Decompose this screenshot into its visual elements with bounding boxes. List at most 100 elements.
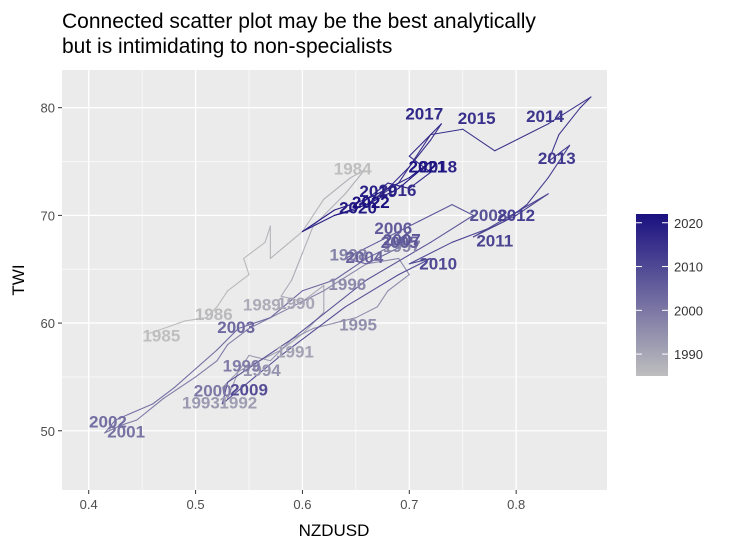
path-segment: [344, 241, 378, 260]
path-segment: [301, 279, 336, 292]
path-segment: [280, 290, 325, 313]
path-segment: [248, 354, 271, 362]
path-segment: [472, 193, 549, 238]
path-segment: [408, 171, 432, 190]
path-segment: [280, 306, 346, 356]
year-label: 2015: [458, 109, 496, 128]
year-label: 2010: [419, 254, 457, 273]
path-segment: [547, 96, 592, 125]
year-label: 1990: [277, 294, 315, 313]
year-label: 1986: [195, 305, 233, 324]
year-label: 2003: [217, 318, 255, 337]
year-label: 1984: [334, 160, 372, 179]
legend-tick-label: 2020: [674, 216, 703, 231]
path-segment: [114, 403, 154, 421]
x-axis-ticks: 0.4 0.5 0.6 0.7 0.8: [80, 490, 525, 512]
path-segment: [104, 424, 122, 434]
path-segment: [237, 354, 250, 373]
path-segment: [494, 123, 549, 152]
year-label: 2018: [419, 157, 457, 176]
path-segment: [462, 128, 496, 152]
x-tick-label: 0.8: [507, 497, 525, 512]
path-segment: [152, 387, 175, 405]
path-segment: [398, 134, 432, 184]
path-segment: [408, 155, 432, 173]
path-segment: [526, 177, 549, 206]
path-segment: [216, 327, 239, 351]
path-segment: [366, 257, 400, 265]
path-segment: [291, 327, 314, 340]
path-segment: [398, 257, 432, 276]
path-segment: [205, 306, 218, 319]
path-segment: [366, 247, 389, 260]
path-segment: [366, 247, 400, 265]
path-segment: [221, 370, 239, 389]
color-legend-ticks: 1990 2000 2010 2020: [636, 216, 703, 362]
path-segment: [146, 327, 165, 335]
path-segment: [323, 177, 352, 200]
year-label: 1996: [328, 275, 366, 294]
year-label: 2001: [107, 422, 145, 441]
path-segment: [237, 317, 271, 330]
path-segment: [451, 204, 474, 216]
year-label: 1995: [339, 316, 377, 335]
path-segment: [301, 209, 336, 233]
path-segment: [547, 134, 560, 163]
y-tick-label: 60: [41, 316, 55, 331]
year-label: 2017: [405, 105, 443, 124]
path-segment: [291, 279, 368, 340]
year-label: 2020: [339, 198, 377, 217]
path-segment: [355, 198, 368, 211]
path-segment: [430, 128, 464, 136]
path-segment: [344, 274, 400, 308]
year-label: 2014: [526, 107, 564, 126]
path-segment: [243, 257, 250, 276]
path-segment: [216, 344, 229, 362]
path-segment: [408, 139, 432, 168]
path-segment: [291, 252, 303, 281]
path-segment: [547, 144, 571, 163]
path-segment: [227, 274, 250, 292]
path-segment: [579, 96, 592, 109]
path-segment: [504, 204, 528, 222]
year-label: 2013: [538, 149, 576, 168]
path-segment: [408, 257, 432, 265]
year-label: 2022: [352, 193, 390, 212]
path-segment: [227, 338, 293, 383]
path-segment: [312, 322, 336, 330]
path-segment: [227, 327, 250, 346]
path-segment: [136, 397, 165, 421]
path-segment: [216, 290, 229, 308]
path-segment: [333, 198, 368, 211]
path-segment: [173, 349, 218, 389]
path-segment: [344, 257, 368, 265]
legend-tick-label: 2010: [674, 260, 703, 275]
path-segment: [184, 317, 207, 322]
path-segment: [280, 295, 303, 303]
chart-title: Connected scatter plot may be the best a…: [62, 9, 536, 59]
path-segment: [472, 220, 507, 238]
path-segment: [243, 241, 266, 260]
path-segment: [221, 354, 282, 405]
path-segment: [221, 381, 229, 405]
data-paths: [104, 96, 592, 434]
path-segment: [264, 225, 271, 243]
path-segment: [376, 220, 421, 243]
path-segment: [162, 320, 186, 330]
path-segment: [280, 279, 293, 297]
legend-tick-label: 2000: [674, 303, 703, 318]
path-segment: [349, 169, 365, 179]
path-segment: [366, 182, 389, 200]
year-label: 1989: [243, 295, 281, 314]
year-label: 1992: [219, 393, 257, 412]
path-segment: [333, 317, 357, 324]
path-segment: [269, 338, 293, 362]
path-segment: [333, 204, 368, 216]
path-segment: [430, 214, 474, 243]
year-label: 2007: [383, 231, 421, 250]
path-segment: [387, 230, 410, 249]
path-segment: [398, 160, 432, 190]
year-label: 1985: [142, 327, 180, 346]
